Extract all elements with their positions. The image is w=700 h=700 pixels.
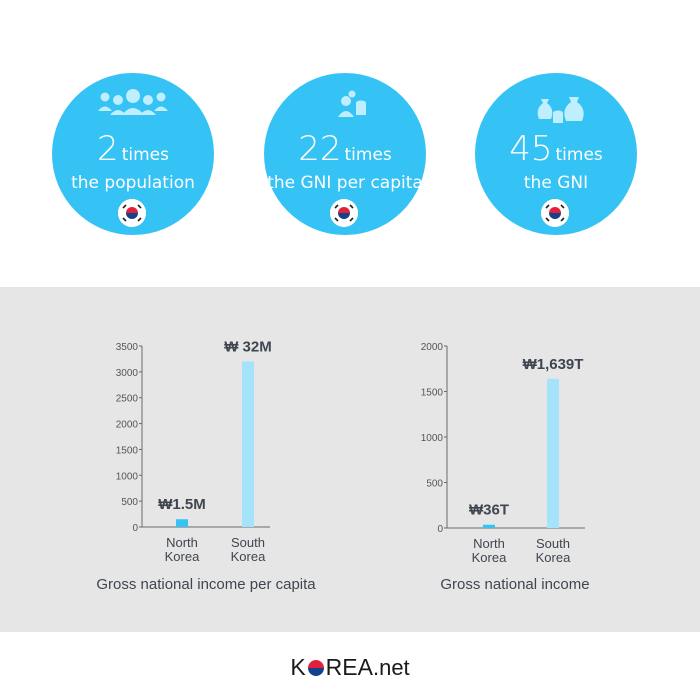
- stat-unit: times: [344, 145, 392, 165]
- logo-net: .net: [372, 655, 410, 680]
- stat-number: 45: [509, 129, 553, 169]
- chart-title: Gross national income per capita: [96, 576, 316, 593]
- footer: K REA.net: [0, 632, 700, 700]
- stat-description: the GNI: [523, 173, 589, 193]
- stat-number: 2: [97, 129, 119, 169]
- y-tick-label: 2000: [116, 420, 139, 431]
- y-tick-label: 500: [121, 497, 138, 508]
- stat-description: the GNI per capita: [267, 173, 423, 193]
- bar-north-korea: [483, 524, 495, 528]
- stat-value: 2 times: [52, 129, 214, 169]
- y-tick-label: 500: [426, 479, 443, 490]
- taegeuk-icon: [307, 656, 325, 676]
- stats-section: 2 times the population: [0, 0, 700, 287]
- logo-rest: REA: [325, 654, 373, 680]
- data-label: ₩1.5M: [158, 496, 206, 513]
- stat-description: the population: [71, 173, 195, 193]
- y-tick-label: 1500: [421, 388, 444, 399]
- chart-title: Gross national income: [440, 576, 589, 593]
- korea-net-logo: K REA.net: [0, 654, 700, 681]
- bar-south-korea: [242, 361, 254, 527]
- logo-k: K: [290, 654, 306, 680]
- stat-circle-gni: 45 times the GNI: [475, 73, 637, 235]
- x-tick-label: South: [231, 535, 265, 550]
- stat-value: 45 times: [475, 129, 637, 169]
- y-tick-label: 2500: [116, 394, 139, 405]
- stat-number: 22: [298, 129, 342, 169]
- x-tick-label: Korea: [165, 549, 200, 564]
- y-tick-label: 3500: [116, 342, 139, 353]
- y-tick-label: 1000: [116, 471, 139, 482]
- data-label: ₩36T: [469, 502, 509, 519]
- stat-circle-population: 2 times the population: [52, 73, 214, 235]
- x-tick-label: Korea: [472, 550, 507, 565]
- x-tick-label: Korea: [231, 549, 266, 564]
- x-tick-label: Korea: [536, 550, 571, 565]
- x-tick-label: North: [166, 535, 198, 550]
- charts-svg: 0500100015002000250030003500₩1.5MNorthKo…: [96, 339, 589, 593]
- bar-north-korea: [176, 519, 188, 527]
- people-icon: [52, 87, 214, 121]
- y-tick-label: 0: [132, 523, 138, 534]
- x-tick-label: North: [473, 536, 505, 551]
- person-coins-icon: [264, 87, 426, 121]
- korea-flag-icon: [541, 199, 569, 227]
- korea-flag-icon: [330, 199, 358, 227]
- stat-unit: times: [555, 145, 603, 165]
- stat-unit: times: [121, 145, 169, 165]
- bar-south-korea: [547, 378, 559, 528]
- y-tick-label: 1500: [116, 445, 139, 456]
- y-tick-label: 3000: [116, 368, 139, 379]
- stat-value: 22 times: [264, 129, 426, 169]
- stat-circle-gni-per-capita: 22 times the GNI per capita: [264, 73, 426, 235]
- y-tick-label: 1000: [421, 433, 444, 444]
- y-tick-label: 0: [437, 524, 443, 535]
- data-label: ₩ 32M: [224, 339, 272, 356]
- charts-panel: 0 500 1000 1500 2000 2500 3000 3500 ₩1.5M North Ko…: [0, 287, 700, 632]
- x-tick-label: South: [536, 536, 570, 551]
- korea-flag-icon: [118, 199, 146, 227]
- y-tick-label: 2000: [421, 342, 444, 353]
- data-label: ₩1,639T: [523, 356, 584, 373]
- money-bags-icon: [475, 87, 637, 123]
